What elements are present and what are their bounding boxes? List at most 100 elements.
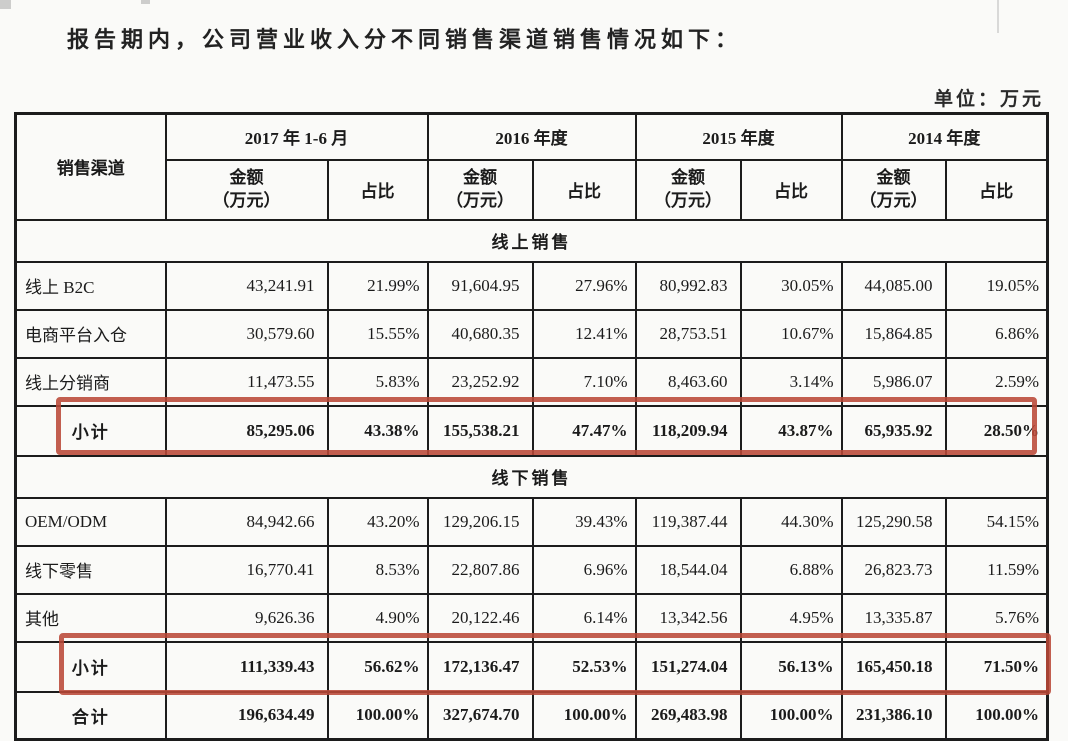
ratio-cell: 11.59%	[944, 544, 1049, 595]
amount-cell: 129,206.15	[426, 496, 534, 547]
period-header-2016: 2016 年度	[426, 112, 637, 161]
amount-header: 金额 （万元）	[840, 158, 947, 221]
amount-cell: 22,807.86	[426, 544, 534, 595]
amount-cell: 111,339.43	[164, 640, 329, 693]
ratio-cell: 15.55%	[326, 308, 429, 359]
amount-cell: 13,342.56	[634, 592, 742, 643]
channel-cell: 线上分销商	[14, 356, 167, 407]
channel-cell: 电商平台入仓	[14, 308, 167, 359]
table-row: 线上 B2C 43,241.91 21.99% 91,604.95 27.96%…	[14, 260, 1049, 311]
ratio-cell: 12.41%	[531, 308, 637, 359]
table-row: 线上分销商 11,473.55 5.83% 23,252.92 7.10% 8,…	[14, 356, 1049, 407]
amount-cell: 84,942.66	[164, 496, 329, 547]
amount-cell: 16,770.41	[164, 544, 329, 595]
ratio-cell: 100.00%	[326, 690, 429, 741]
section-row-offline: 线下销售	[14, 454, 1049, 499]
ratio-cell: 100.00%	[531, 690, 637, 741]
table-row: 线下零售 16,770.41 8.53% 22,807.86 6.96% 18,…	[14, 544, 1049, 595]
amount-cell: 28,753.51	[634, 308, 742, 359]
amount-header: 金额 （万元）	[164, 158, 329, 221]
amount-cell: 9,626.36	[164, 592, 329, 643]
ratio-cell: 54.15%	[944, 496, 1049, 547]
ratio-cell: 71.50%	[944, 640, 1049, 693]
amount-cell: 118,209.94	[634, 404, 742, 457]
channel-cell: 线下零售	[14, 544, 167, 595]
amount-cell: 8,463.60	[634, 356, 742, 407]
ratio-cell: 43.20%	[326, 496, 429, 547]
section-header: 线下销售	[14, 454, 1049, 499]
channel-cell: 线上 B2C	[14, 260, 167, 311]
amount-cell: 43,241.91	[164, 260, 329, 311]
ratio-cell: 43.87%	[739, 404, 843, 457]
ratio-cell: 4.90%	[326, 592, 429, 643]
ratio-cell: 100.00%	[739, 690, 843, 741]
ratio-cell: 30.05%	[739, 260, 843, 311]
header-row-measures: 金额 （万元） 占比 金额 （万元） 占比 金额 （万元） 占比 金额 （万元）…	[16, 158, 1049, 221]
amount-cell: 231,386.10	[840, 690, 947, 741]
amount-cell: 15,864.85	[840, 308, 947, 359]
ratio-cell: 6.88%	[739, 544, 843, 595]
ratio-cell: 19.05%	[944, 260, 1049, 311]
amount-cell: 155,538.21	[426, 404, 534, 457]
ratio-cell: 27.96%	[531, 260, 637, 311]
amount-header: 金额 （万元）	[634, 158, 742, 221]
ratio-cell: 47.47%	[531, 404, 637, 457]
subtotal-row-offline: 小计 111,339.43 56.62% 172,136.47 52.53% 1…	[14, 640, 1049, 693]
amount-cell: 65,935.92	[840, 404, 947, 457]
amount-cell: 20,122.46	[426, 592, 534, 643]
ratio-cell: 8.53%	[326, 544, 429, 595]
section-row-online: 线上销售	[14, 218, 1049, 263]
ratio-cell: 44.30%	[739, 496, 843, 547]
ratio-cell: 7.10%	[531, 356, 637, 407]
amount-cell: 40,680.35	[426, 308, 534, 359]
ratio-cell: 28.50%	[944, 404, 1049, 457]
amount-header: 金额 （万元）	[426, 158, 534, 221]
amount-cell: 23,252.92	[426, 356, 534, 407]
channel-column-header: 销售渠道	[14, 112, 167, 221]
subtotal-row-online: 小计 85,295.06 43.38% 155,538.21 47.47% 11…	[14, 404, 1049, 457]
amount-cell: 196,634.49	[164, 690, 329, 741]
table-row: OEM/ODM 84,942.66 43.20% 129,206.15 39.4…	[14, 496, 1049, 547]
ratio-cell: 39.43%	[531, 496, 637, 547]
table-row: 电商平台入仓 30,579.60 15.55% 40,680.35 12.41%…	[14, 308, 1049, 359]
subtotal-label: 小计	[14, 640, 167, 693]
amount-cell: 85,295.06	[164, 404, 329, 457]
amount-cell: 269,483.98	[634, 690, 742, 741]
ratio-cell: 5.76%	[944, 592, 1049, 643]
ratio-cell: 43.38%	[326, 404, 429, 457]
amount-cell: 91,604.95	[426, 260, 534, 311]
unit-label: 单位：万元	[933, 89, 1044, 110]
ratio-cell: 6.96%	[531, 544, 637, 595]
period-header-2017: 2017 年 1-6 月	[164, 112, 429, 161]
ratio-cell: 21.99%	[326, 260, 429, 311]
period-header-2015: 2015 年度	[634, 112, 843, 161]
ratio-cell: 10.67%	[739, 308, 843, 359]
channel-cell: OEM/ODM	[14, 496, 167, 547]
amount-cell: 44,085.00	[840, 260, 947, 311]
ratio-cell: 5.83%	[326, 356, 429, 407]
ratio-cell: 2.59%	[944, 356, 1049, 407]
ratio-header: 占比	[944, 158, 1049, 221]
subtotal-label: 小计	[14, 404, 167, 457]
channel-cell: 其他	[14, 592, 167, 643]
amount-cell: 80,992.83	[634, 260, 742, 311]
total-label: 合计	[14, 690, 167, 741]
page-title: 报告期内，公司营业收入分不同销售渠道销售情况如下：	[67, 27, 743, 52]
header-row-periods: 销售渠道 2017 年 1-6 月 2016 年度 2015 年度 2014 年…	[14, 112, 1049, 221]
total-row: 合计 196,634.49 100.00% 327,674.70 100.00%…	[14, 690, 1049, 741]
amount-cell: 327,674.70	[426, 690, 534, 741]
table-row: 其他 9,626.36 4.90% 20,122.46 6.14% 13,342…	[14, 592, 1049, 643]
amount-cell: 125,290.58	[840, 496, 947, 547]
amount-cell: 18,544.04	[634, 544, 742, 595]
ratio-cell: 56.62%	[326, 640, 429, 693]
amount-cell: 5,986.07	[840, 356, 947, 407]
ratio-cell: 3.14%	[739, 356, 843, 407]
amount-cell: 119,387.44	[634, 496, 742, 547]
period-header-2014: 2014 年度	[840, 112, 1049, 161]
ratio-cell: 4.95%	[739, 592, 843, 643]
amount-cell: 30,579.60	[164, 308, 329, 359]
amount-cell: 151,274.04	[634, 640, 742, 693]
ratio-cell: 6.14%	[531, 592, 637, 643]
ratio-cell: 100.00%	[944, 690, 1049, 741]
amount-cell: 11,473.55	[164, 356, 329, 407]
